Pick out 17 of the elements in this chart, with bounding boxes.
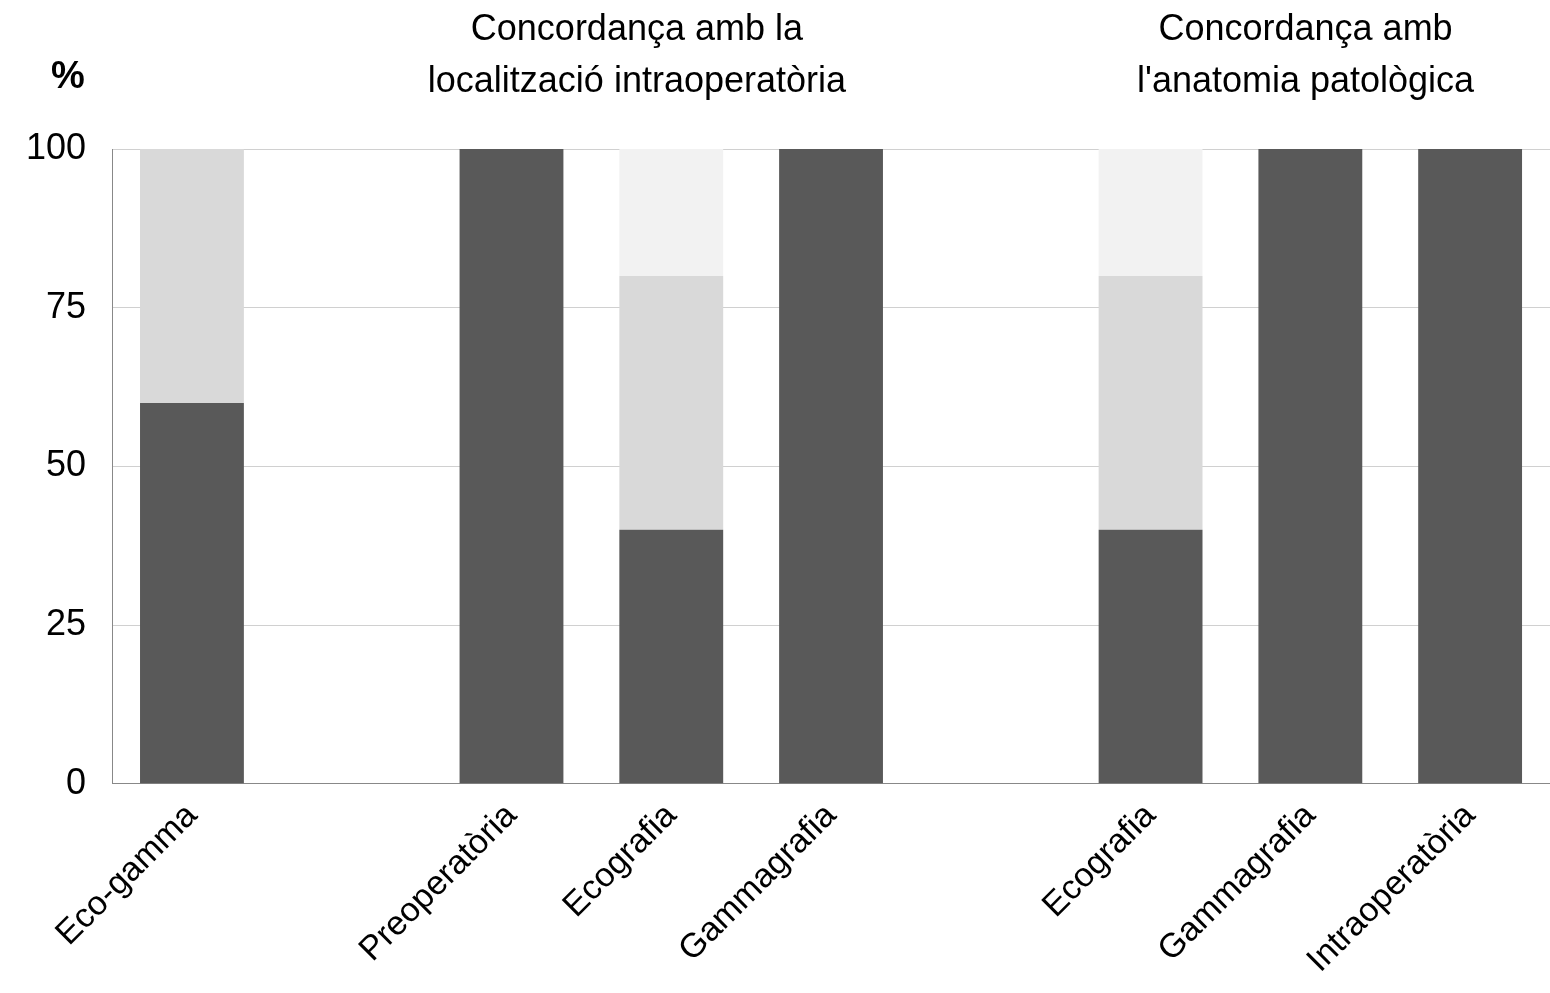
bar (1098, 149, 1203, 276)
bar (459, 149, 564, 784)
bar (619, 149, 724, 276)
bar (619, 529, 724, 784)
bar (779, 149, 883, 784)
y-tick-label: 0 (66, 760, 87, 802)
y-tick-label: 50 (46, 443, 87, 485)
text: Concordança amb l'anatomia patològica (1137, 7, 1476, 100)
bar (1098, 529, 1203, 784)
text: Concordança amb la localització intraoperatòria (427, 7, 847, 100)
y-tick-label: 100 (25, 125, 87, 167)
y-tick-label: 75 (46, 284, 87, 326)
y-tick-label: 25 (46, 602, 87, 644)
bar (1258, 149, 1363, 784)
bar (1418, 149, 1523, 784)
y-axis-title: % (51, 54, 85, 96)
bar (140, 402, 244, 784)
